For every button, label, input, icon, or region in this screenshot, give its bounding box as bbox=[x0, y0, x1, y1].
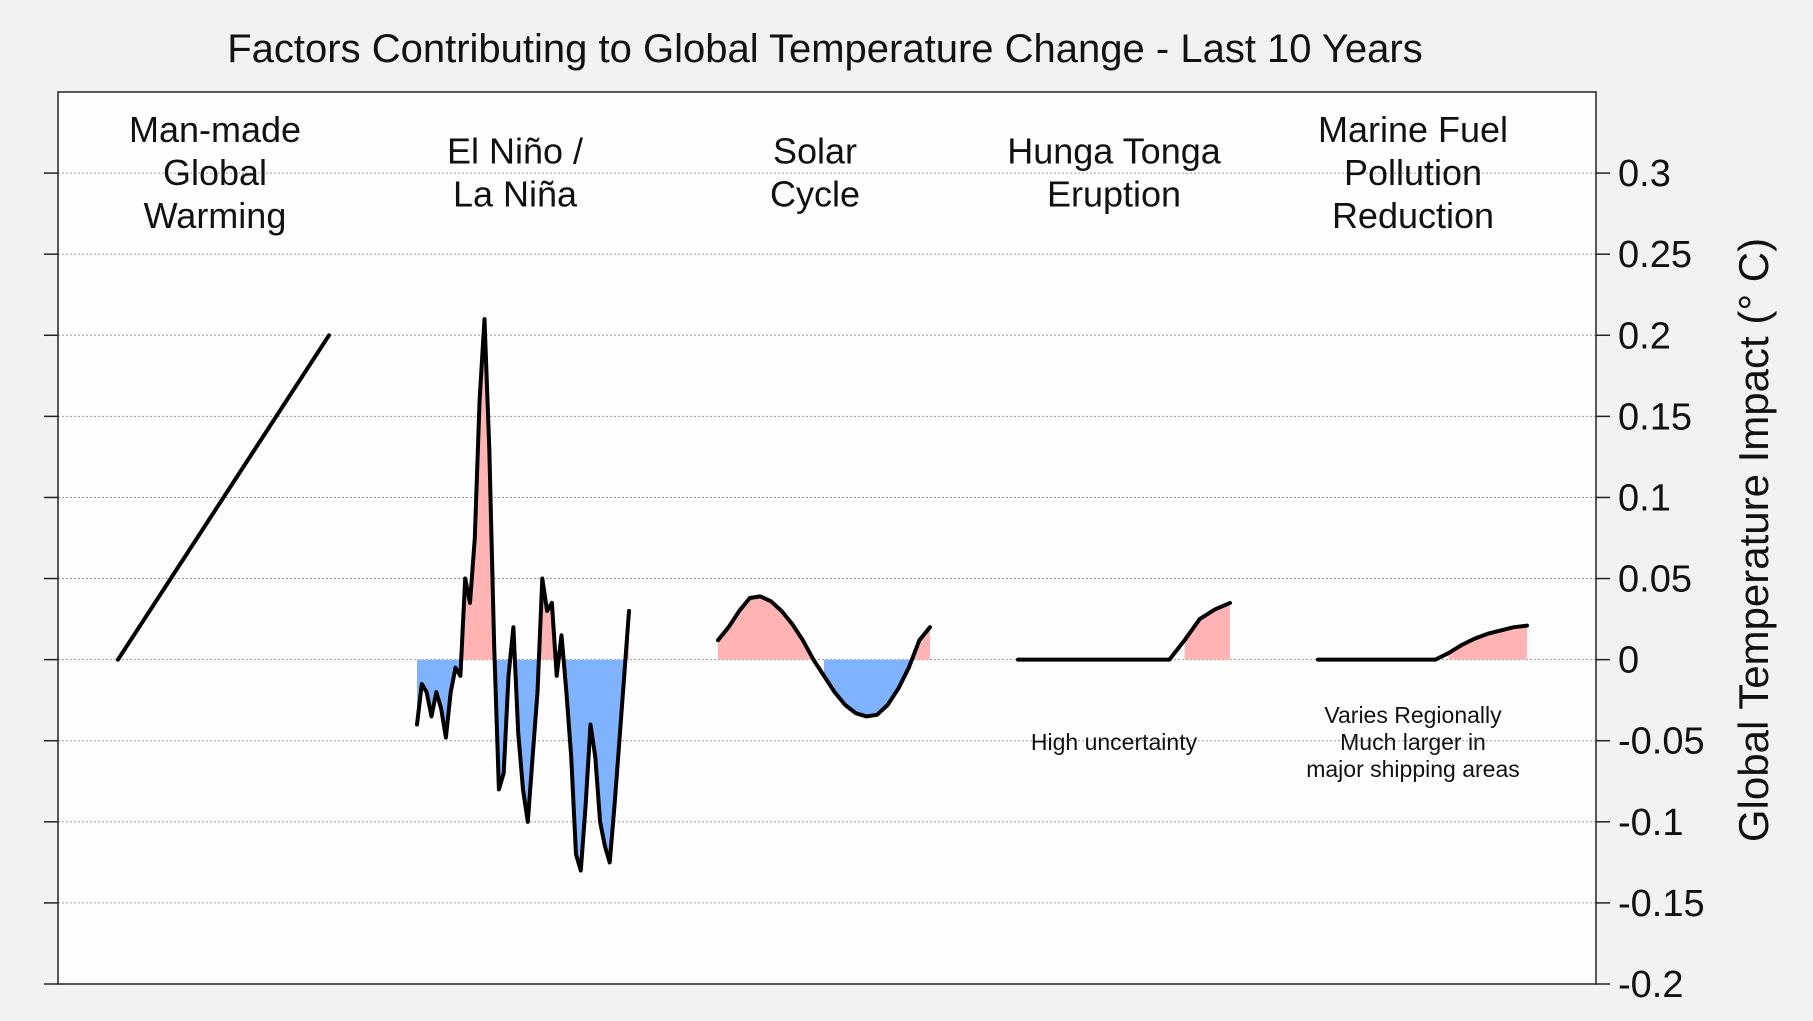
plot-area bbox=[58, 92, 1596, 984]
y-axis-label: Global Temperature Impact (° C) bbox=[1730, 238, 1777, 842]
series-line bbox=[116, 333, 331, 662]
panel-label: Reduction bbox=[1332, 195, 1494, 236]
y-axis-ticks: 0.3 0.25 0.2 0.15 0.1 0.05 0 -0.05 -0.1 -0.15 -0.2 bbox=[44, 153, 1705, 1006]
panel-label: Hunga Tonga bbox=[1007, 131, 1222, 172]
y-tick-label: 0 bbox=[1618, 640, 1639, 682]
series-lines bbox=[116, 317, 1529, 873]
y-tick-label: 0.2 bbox=[1618, 315, 1671, 357]
panel-label: Marine Fuel bbox=[1318, 109, 1508, 150]
positive-area bbox=[718, 596, 814, 660]
panel-label: Man-made bbox=[129, 109, 301, 150]
panel-label: Solar bbox=[773, 131, 857, 172]
panel-note: major shipping areas bbox=[1306, 756, 1520, 782]
series-line bbox=[1316, 623, 1529, 662]
panel-label: Pollution bbox=[1344, 152, 1482, 193]
chart-title: Factors Contributing to Global Temperatu… bbox=[227, 27, 1423, 71]
negative-area bbox=[514, 659, 539, 822]
panel-label: El Niño / bbox=[447, 131, 583, 172]
panel-note: Much larger in bbox=[1340, 729, 1486, 755]
panel-note: High uncertainty bbox=[1031, 729, 1198, 755]
plot-frame bbox=[57, 91, 1597, 985]
panel-label: Global bbox=[163, 152, 267, 193]
panel-note: Varies Regionally bbox=[1324, 702, 1502, 728]
series-line bbox=[1016, 600, 1232, 662]
positive-area bbox=[1448, 625, 1527, 660]
series-line bbox=[415, 317, 631, 873]
y-tick-label: 0.05 bbox=[1618, 559, 1692, 601]
y-tick-label: -0.2 bbox=[1618, 964, 1683, 1006]
y-tick-label: -0.15 bbox=[1618, 883, 1705, 925]
negative-area bbox=[563, 659, 626, 871]
panel-label: Cycle bbox=[770, 174, 860, 215]
y-tick-label: -0.05 bbox=[1618, 721, 1705, 763]
y-tick-label: 0.25 bbox=[1618, 234, 1692, 276]
panel-label: La Niña bbox=[453, 174, 578, 215]
y-tick-label: -0.1 bbox=[1618, 802, 1683, 844]
series-line bbox=[716, 594, 932, 719]
y-tick-label: 0.1 bbox=[1618, 477, 1671, 519]
negative-area bbox=[824, 659, 912, 717]
panel-label: Eruption bbox=[1047, 174, 1181, 215]
panel-label: Warming bbox=[144, 195, 287, 236]
y-tick-label: 0.3 bbox=[1618, 153, 1671, 195]
positive-area bbox=[1184, 602, 1230, 660]
y-tick-label: 0.15 bbox=[1618, 396, 1692, 438]
series-areas bbox=[417, 319, 1527, 871]
